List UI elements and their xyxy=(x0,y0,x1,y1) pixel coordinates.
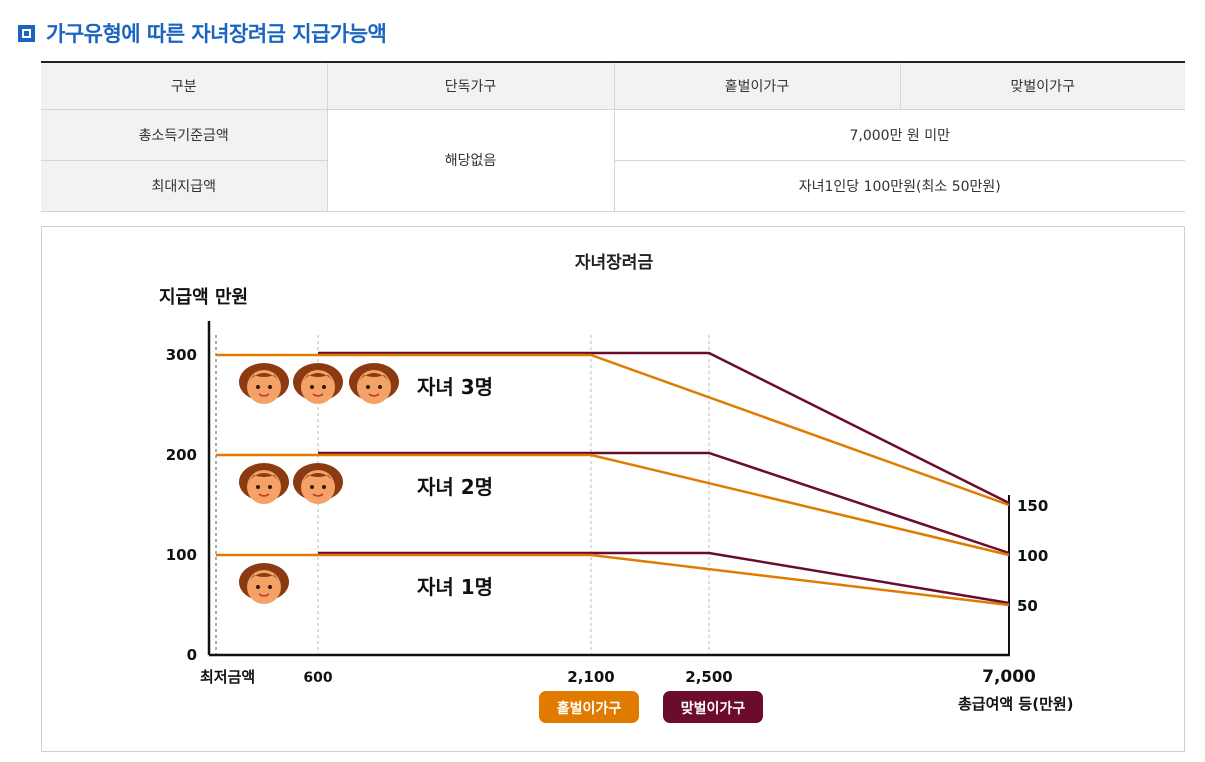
header-single: 단독가구 xyxy=(326,61,614,110)
table-row: 총소득기준금액 해당없음 7,000만 원 미만 xyxy=(41,109,1185,212)
legend-label: 홑벌이가구 xyxy=(557,700,622,717)
x-tick-label: 2,500 xyxy=(685,668,732,686)
max-amount-value: 자녀1인당 100만원(최소 50만원) xyxy=(613,160,1185,212)
child-face-icon xyxy=(293,463,343,504)
y-axis-label: 지급액 만원 xyxy=(159,287,248,308)
section-title: 가구유형에 따른 자녀장려금 지급가능액 xyxy=(46,22,387,46)
chart-title: 자녀장려금 xyxy=(575,253,654,273)
child-count-label: 자녀 3명 xyxy=(417,375,493,399)
y-tick-label: 200 xyxy=(166,446,197,464)
x-tick-label: 600 xyxy=(303,670,332,686)
right-tick-label: 50 xyxy=(1017,597,1038,615)
legend-swatch xyxy=(663,691,763,723)
table-row: 최대지급액 자녀1인당 100만원(최소 50만원) xyxy=(41,160,1185,212)
x-tick-label: 최저금액 xyxy=(200,668,255,686)
section-header: 가구유형에 따른 자녀장려금 지급가능액 xyxy=(18,18,387,48)
series-line xyxy=(318,351,1010,505)
series-line xyxy=(318,551,1010,605)
child-face-icon xyxy=(293,363,343,404)
series-line xyxy=(216,553,1010,607)
square-bullet-icon xyxy=(18,24,35,42)
income-criteria-value: 7,000만 원 미만 xyxy=(613,109,1185,161)
x-tick-label: 2,100 xyxy=(567,668,614,686)
y-tick-label: 100 xyxy=(166,546,197,564)
y-tick-label: 0 xyxy=(187,646,197,664)
x-axis-label: 총급여액 등(만원) xyxy=(958,695,1074,713)
single-value-cell: 해당없음 xyxy=(326,109,614,212)
info-table: 구분 단독가구 홑벌이가구 맞벌이가구 총소득기준금액 해당없음 7,000만 … xyxy=(41,61,1185,212)
series-line xyxy=(216,453,1010,557)
legend-swatch xyxy=(539,691,639,723)
legend-label: 맞벌이가구 xyxy=(681,700,746,717)
child-face-icon xyxy=(239,463,289,504)
row-label-income: 총소득기준금액 xyxy=(41,109,327,161)
header-dual-earner: 맞벌이가구 xyxy=(899,61,1185,110)
child-face-icon xyxy=(239,563,289,604)
header-category: 구분 xyxy=(41,61,327,110)
chart-svg: 자녀장려금 지급액 만원 총급여액 등(만원) 0 100 200 300 최저금액 60… xyxy=(159,253,1074,723)
child-face-icon xyxy=(349,363,399,404)
chart-container: 자녀장려금 지급액 만원 총급여액 등(만원) 0 100 200 300 최저금액 60… xyxy=(41,226,1185,752)
child-count-label: 자녀 2명 xyxy=(417,475,493,499)
table-header-row: 구분 단독가구 홑벌이가구 맞벌이가구 xyxy=(41,61,1185,110)
legend-item: 홑벌이가구 xyxy=(539,691,639,723)
child-face-icon xyxy=(239,363,289,404)
series-line xyxy=(318,451,1010,555)
right-tick-label: 100 xyxy=(1017,547,1048,565)
series-line xyxy=(216,353,1010,507)
right-tick-label: 150 xyxy=(1017,497,1048,515)
child-count-label: 자녀 1명 xyxy=(417,575,493,599)
x-tick-label: 7,000 xyxy=(982,667,1036,687)
header-one-earner: 홑벌이가구 xyxy=(613,61,900,110)
y-tick-label: 300 xyxy=(166,346,197,364)
legend-item: 맞벌이가구 xyxy=(663,691,763,723)
row-label-max: 최대지급액 xyxy=(41,160,327,212)
